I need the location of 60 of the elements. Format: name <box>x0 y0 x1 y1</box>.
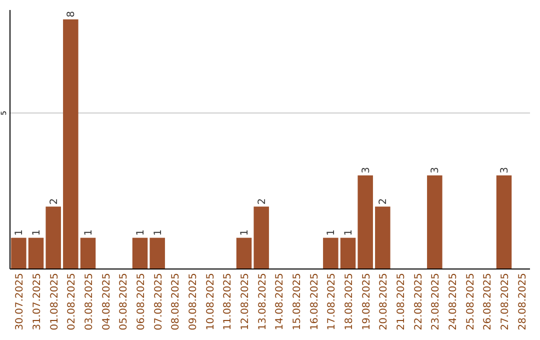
data-label: 1 <box>326 229 338 236</box>
bar <box>150 238 165 269</box>
x-tick-label: 22.08.2025 <box>413 273 424 330</box>
x-tick-label: 05.08.2025 <box>118 273 130 330</box>
bar <box>427 175 442 269</box>
x-tick-label: 21.08.2025 <box>396 273 407 330</box>
data-label: 8 <box>66 10 78 18</box>
bar <box>11 238 26 269</box>
x-tick-label: 06.08.2025 <box>136 273 147 330</box>
x-tick-label: 12.08.2025 <box>240 273 251 330</box>
bar <box>80 238 96 269</box>
bar <box>63 19 78 269</box>
x-tick-label: 08.08.2025 <box>170 273 182 330</box>
data-label: 1 <box>152 229 164 236</box>
bar <box>28 238 44 269</box>
bar <box>46 206 61 269</box>
data-label: 2 <box>48 198 60 205</box>
x-tick-label: 20.08.2025 <box>378 273 390 330</box>
x-tick-label: 31.07.2025 <box>32 273 43 330</box>
x-tick-label: 11.08.2025 <box>222 273 234 330</box>
bar <box>236 238 252 269</box>
bar <box>323 238 338 269</box>
x-tick-label: 02.08.2025 <box>66 273 78 330</box>
bar <box>496 175 512 269</box>
x-tick-label: 25.08.2025 <box>465 273 476 330</box>
x-tick-label: 27.08.2025 <box>500 273 511 330</box>
x-tick-label: 15.08.2025 <box>292 273 303 330</box>
x-tick-label: 10.08.2025 <box>205 273 216 330</box>
x-tick-label: 16.08.2025 <box>309 273 320 330</box>
x-tick-label: 18.08.2025 <box>344 273 355 330</box>
data-label: 1 <box>344 229 354 236</box>
bar <box>340 238 356 269</box>
x-tick-label: 03.08.2025 <box>84 273 95 330</box>
x-tick-label: 13.08.2025 <box>257 273 268 330</box>
bar <box>132 238 148 269</box>
bar <box>254 206 269 269</box>
data-label: 3 <box>360 167 372 174</box>
x-tick-label: 14.08.2025 <box>274 273 286 330</box>
x-tick-label: 23.08.2025 <box>430 273 442 330</box>
x-tick-label: 26.08.2025 <box>482 273 494 330</box>
data-label: 3 <box>500 167 510 174</box>
x-tick-label: 04.08.2025 <box>101 273 112 330</box>
x-tick-label: 01.08.2025 <box>49 273 60 330</box>
data-label: 2 <box>256 198 268 205</box>
data-label: 2 <box>378 198 390 205</box>
x-tick-label: 28.08.2025 <box>517 273 528 330</box>
x-tick-label: 30.07.2025 <box>14 273 26 330</box>
data-label: 1 <box>32 229 42 236</box>
data-label: 1 <box>240 229 250 236</box>
x-tick-label: 24.08.2025 <box>448 273 459 330</box>
data-label: 1 <box>84 229 94 236</box>
bar <box>358 175 373 269</box>
x-tick-label: 09.08.2025 <box>188 273 199 330</box>
x-tick-label: 19.08.2025 <box>361 273 372 330</box>
x-tick-label: 17.08.2025 <box>326 273 338 330</box>
bar <box>375 206 390 269</box>
data-label: 1 <box>14 229 26 236</box>
x-tick-label: 07.08.2025 <box>153 273 164 330</box>
data-label: 1 <box>136 229 146 236</box>
data-label: 3 <box>430 167 442 174</box>
